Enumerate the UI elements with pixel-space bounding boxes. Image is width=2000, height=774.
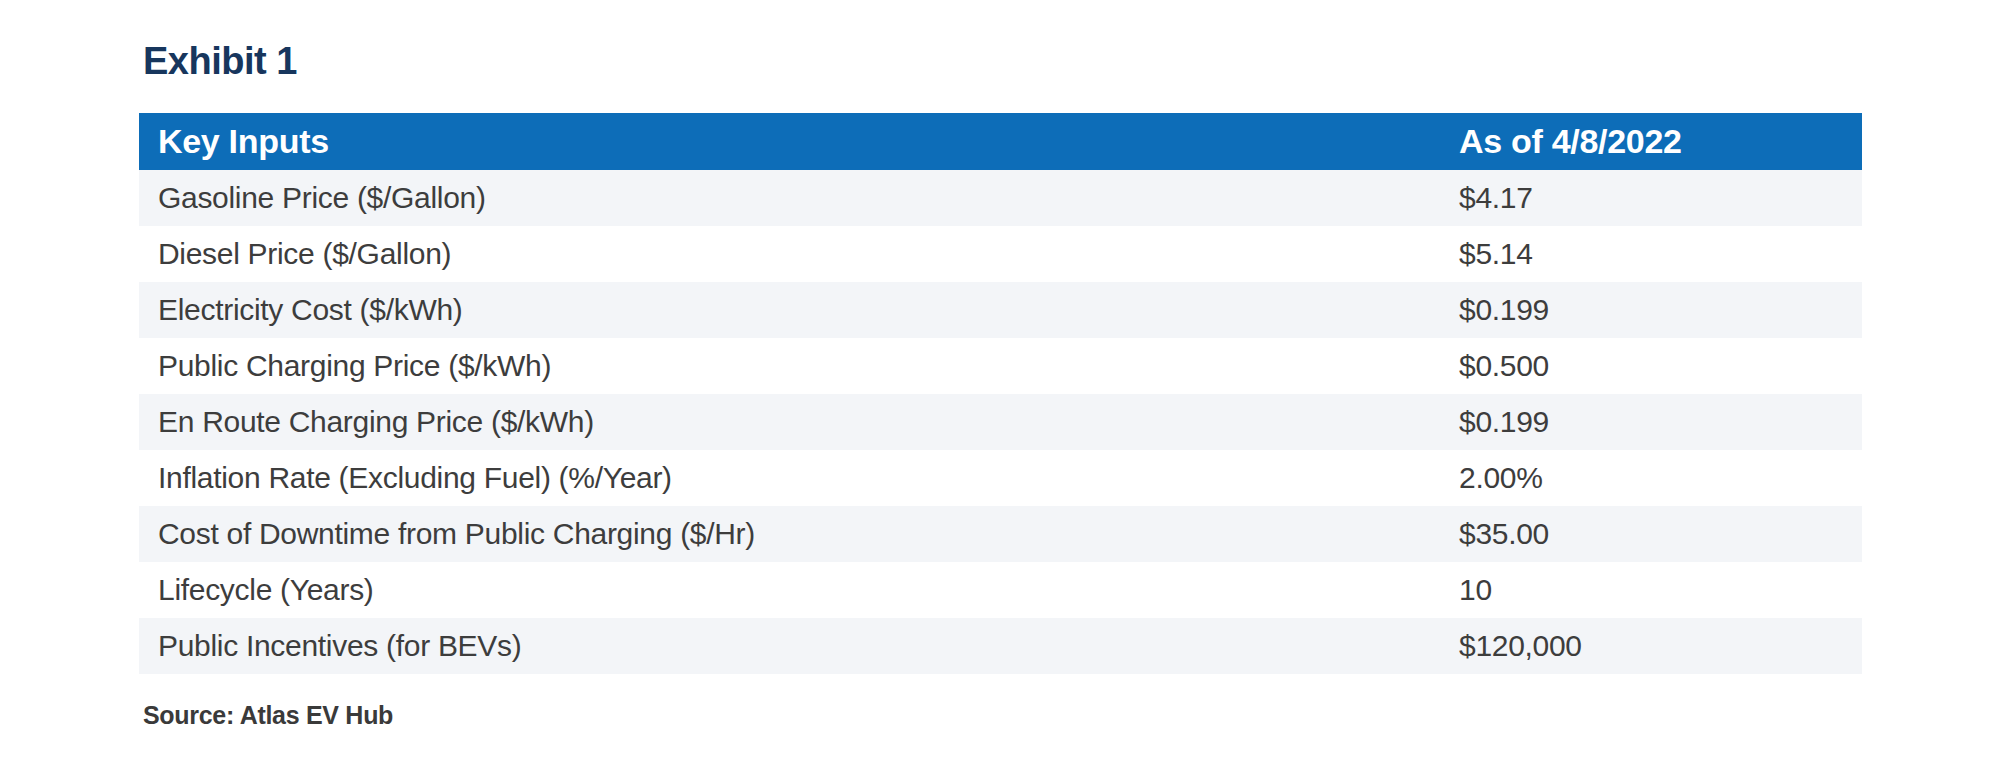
row-value: $5.14 bbox=[1440, 226, 1862, 282]
row-label: Public Incentives (for BEVs) bbox=[139, 618, 1440, 674]
key-inputs-table: Key Inputs As of 4/8/2022 Gasoline Price… bbox=[139, 113, 1862, 674]
row-label: Electricity Cost ($/kWh) bbox=[139, 282, 1440, 338]
table-row: Public Incentives (for BEVs) $120,000 bbox=[139, 618, 1862, 674]
row-value: 10 bbox=[1440, 562, 1862, 618]
row-label: Public Charging Price ($/kWh) bbox=[139, 338, 1440, 394]
row-value: $120,000 bbox=[1440, 618, 1862, 674]
row-label: Diesel Price ($/Gallon) bbox=[139, 226, 1440, 282]
table-row: Electricity Cost ($/kWh) $0.199 bbox=[139, 282, 1862, 338]
row-label: Cost of Downtime from Public Charging ($… bbox=[139, 506, 1440, 562]
row-label: En Route Charging Price ($/kWh) bbox=[139, 394, 1440, 450]
table-row: Public Charging Price ($/kWh) $0.500 bbox=[139, 338, 1862, 394]
exhibit-title: Exhibit 1 bbox=[143, 40, 297, 83]
row-label: Inflation Rate (Excluding Fuel) (%/Year) bbox=[139, 450, 1440, 506]
source-note: Source: Atlas EV Hub bbox=[143, 701, 393, 730]
row-value: $35.00 bbox=[1440, 506, 1862, 562]
table-header-row: Key Inputs As of 4/8/2022 bbox=[139, 113, 1862, 170]
table-row: Lifecycle (Years) 10 bbox=[139, 562, 1862, 618]
row-value: $0.500 bbox=[1440, 338, 1862, 394]
table-row: Diesel Price ($/Gallon) $5.14 bbox=[139, 226, 1862, 282]
row-value: 2.00% bbox=[1440, 450, 1862, 506]
table-row: En Route Charging Price ($/kWh) $0.199 bbox=[139, 394, 1862, 450]
row-value: $0.199 bbox=[1440, 394, 1862, 450]
row-label: Gasoline Price ($/Gallon) bbox=[139, 170, 1440, 226]
row-label: Lifecycle (Years) bbox=[139, 562, 1440, 618]
row-value: $4.17 bbox=[1440, 170, 1862, 226]
table-row: Inflation Rate (Excluding Fuel) (%/Year)… bbox=[139, 450, 1862, 506]
row-value: $0.199 bbox=[1440, 282, 1862, 338]
column-header-as-of-date: As of 4/8/2022 bbox=[1440, 113, 1862, 170]
table-row: Gasoline Price ($/Gallon) $4.17 bbox=[139, 170, 1862, 226]
report-page: Exhibit 1 Key Inputs As of 4/8/2022 Gaso… bbox=[0, 0, 2000, 774]
column-header-key-inputs: Key Inputs bbox=[139, 113, 1440, 170]
table-row: Cost of Downtime from Public Charging ($… bbox=[139, 506, 1862, 562]
